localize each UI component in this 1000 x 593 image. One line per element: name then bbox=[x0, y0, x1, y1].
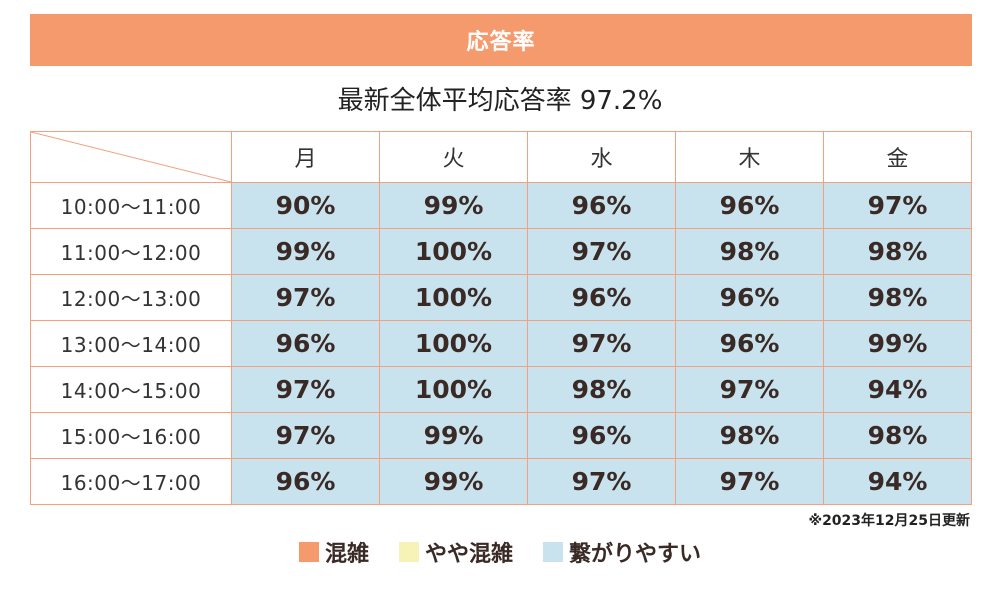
table-row: 13:00～14:00 96% 100% 97% 96% 99% bbox=[30, 320, 972, 367]
rate-cell-mon: 99% bbox=[231, 228, 380, 275]
header-row: 月 火 水 木 金 bbox=[30, 131, 972, 183]
legend-label-easy: 繋がりやすい bbox=[569, 542, 702, 567]
rate-cell-mon: 90% bbox=[231, 182, 380, 229]
rate-cell-thu: 98% bbox=[675, 228, 824, 275]
legend-swatch-easy bbox=[543, 542, 563, 562]
legend: 混雑 やや混雑 繋がりやすい bbox=[0, 536, 1000, 568]
rate-cell-thu: 96% bbox=[675, 274, 824, 321]
rate-cell-fri: 98% bbox=[823, 228, 972, 275]
rate-cell-mon: 97% bbox=[231, 366, 380, 413]
legend-swatch-busy bbox=[298, 542, 319, 562]
day-header-fri: 金 bbox=[823, 131, 972, 183]
title-banner: 応答率 bbox=[30, 14, 972, 66]
rate-cell-fri: 98% bbox=[823, 274, 972, 321]
day-header-mon: 月 bbox=[231, 131, 380, 183]
legend-label-medium: やや混雑 bbox=[424, 542, 513, 567]
table-row: 16:00～17:00 96% 99% 97% 97% 94% bbox=[30, 458, 972, 505]
day-header-tue: 火 bbox=[379, 131, 528, 183]
corner-cell bbox=[30, 131, 232, 183]
rate-cell-wed: 97% bbox=[527, 228, 676, 275]
rate-cell-fri: 99% bbox=[823, 320, 972, 367]
rate-cell-wed: 97% bbox=[527, 458, 676, 505]
rate-cell-mon: 96% bbox=[231, 458, 380, 505]
rate-cell-wed: 96% bbox=[527, 274, 676, 321]
rate-cell-mon: 97% bbox=[231, 274, 380, 321]
rate-cell-tue: 100% bbox=[379, 274, 528, 321]
legend-item-busy: 混雑 bbox=[298, 536, 369, 568]
rate-cell-wed: 97% bbox=[527, 320, 676, 367]
time-slot-label: 14:00～15:00 bbox=[30, 366, 232, 413]
rate-cell-thu: 97% bbox=[675, 366, 824, 413]
table-row: 15:00～16:00 97% 99% 96% 98% 98% bbox=[30, 412, 972, 459]
legend-item-easy: 繋がりやすい bbox=[543, 536, 701, 568]
banner-title: 応答率 bbox=[466, 30, 536, 55]
rate-cell-fri: 97% bbox=[823, 182, 972, 229]
rate-cell-tue: 100% bbox=[379, 320, 528, 367]
day-header-wed: 水 bbox=[527, 131, 676, 183]
rate-cell-tue: 100% bbox=[379, 366, 528, 413]
legend-label-busy: 混雑 bbox=[324, 542, 369, 567]
day-header-thu: 木 bbox=[675, 131, 824, 183]
rate-cell-thu: 97% bbox=[675, 458, 824, 505]
response-rate-table: 月 火 水 木 金 10:00～11:00 90% 99% 96% 96% 97% 11:0… bbox=[30, 131, 972, 505]
rate-cell-tue: 99% bbox=[379, 458, 528, 505]
time-slot-label: 13:00～14:00 bbox=[30, 320, 232, 367]
table-body: 10:00～11:00 90% 99% 96% 96% 97% 11:00～12:00 99%… bbox=[30, 182, 972, 505]
time-slot-label: 11:00～12:00 bbox=[30, 228, 232, 275]
table-row: 12:00～13:00 97% 100% 96% 96% 98% bbox=[30, 274, 972, 321]
rate-cell-fri: 94% bbox=[823, 458, 972, 505]
table-row: 11:00～12:00 99% 100% 97% 98% 98% bbox=[30, 228, 972, 275]
time-slot-label: 10:00～11:00 bbox=[30, 182, 232, 229]
table-row: 14:00～15:00 97% 100% 98% 97% 94% bbox=[30, 366, 972, 413]
rate-cell-fri: 94% bbox=[823, 366, 972, 413]
time-slot-label: 16:00～17:00 bbox=[30, 458, 232, 505]
diagonal-line bbox=[31, 132, 231, 182]
legend-swatch-medium bbox=[398, 542, 419, 562]
rate-cell-wed: 98% bbox=[527, 366, 676, 413]
average-response-rate: 最新全体平均応答率 97.2% bbox=[337, 86, 663, 116]
rate-cell-mon: 96% bbox=[231, 320, 380, 367]
rate-cell-tue: 99% bbox=[379, 412, 528, 459]
table-row: 10:00～11:00 90% 99% 96% 96% 97% bbox=[30, 182, 972, 229]
rate-cell-fri: 98% bbox=[823, 412, 972, 459]
time-slot-label: 12:00～13:00 bbox=[30, 274, 232, 321]
rate-cell-thu: 96% bbox=[675, 182, 824, 229]
rate-cell-mon: 97% bbox=[231, 412, 380, 459]
rate-cell-wed: 96% bbox=[527, 412, 676, 459]
rate-cell-tue: 99% bbox=[379, 182, 528, 229]
rate-cell-thu: 96% bbox=[675, 320, 824, 367]
time-slot-label: 15:00～16:00 bbox=[30, 412, 232, 459]
rate-cell-wed: 96% bbox=[527, 182, 676, 229]
rate-cell-tue: 100% bbox=[379, 228, 528, 275]
legend-item-medium: やや混雑 bbox=[398, 536, 513, 568]
updated-date: ※2023年12月25日更新 bbox=[808, 513, 970, 529]
rate-cell-thu: 98% bbox=[675, 412, 824, 459]
